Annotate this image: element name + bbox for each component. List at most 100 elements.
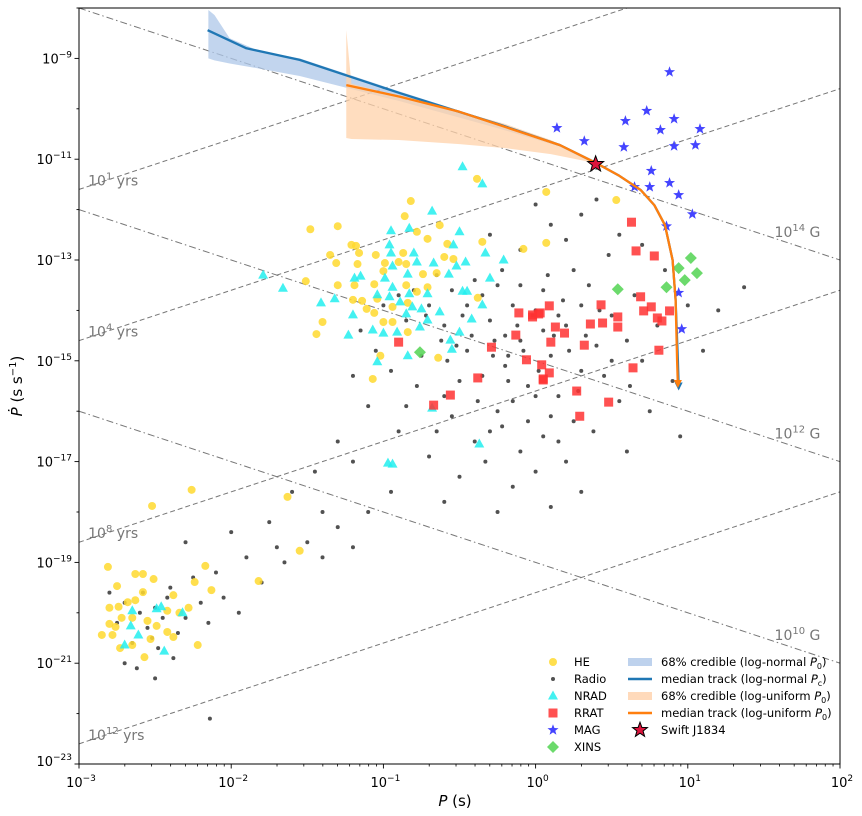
x-tick-label: 100 [526,774,549,791]
legend-label: median track (log-uniform P0) [661,706,832,722]
point-nrad [387,260,398,270]
point-radio [229,530,234,535]
point-radio [571,268,576,273]
x-tick-label: 101 [679,774,701,791]
point-radio [460,313,465,318]
age-line [79,88,840,342]
point-radio [506,353,511,358]
point-he [103,562,112,571]
point-radio [583,333,588,338]
point-nrad [411,256,422,266]
point-xins [690,267,703,280]
point-he [301,277,310,286]
point-he [412,287,421,296]
point-he [402,281,411,290]
point-radio [670,378,675,383]
point-mag [673,189,685,200]
point-rrat [613,312,623,322]
age-line-label: 104 yrs [88,323,138,341]
point-radio [701,348,706,353]
point-he [350,281,359,290]
point-he [358,296,367,305]
point-rrat [575,411,585,421]
point-radio [548,414,553,419]
point-he [353,260,362,269]
point-nrad [404,222,415,232]
point-he [473,293,482,302]
point-nrad [422,288,433,298]
point-nrad [119,639,130,649]
point-xins [660,281,673,294]
point-radio [465,348,470,353]
field-line [79,8,840,261]
point-rrat [654,345,664,355]
point-radio [536,368,541,373]
point-radio [145,625,150,630]
point-nrad [133,629,144,639]
point-rrat [665,306,675,316]
point-radio [244,555,249,560]
field-line-label: 1014 G [775,223,821,241]
point-radio [533,394,538,399]
point-radio [445,358,450,363]
point-radio [434,429,439,434]
point-he [542,238,551,247]
age-line [79,491,840,745]
point-nrad [446,343,457,353]
point-nrad [367,324,378,334]
median-tracks [207,29,683,391]
point-he [128,641,137,650]
point-nrad [427,205,438,215]
point-radio [282,560,287,565]
point-radio [320,510,325,514]
point-radio [472,278,477,283]
track-arrowhead [673,380,682,388]
y-tick-label: 10−23 [36,753,72,770]
point-nrad [379,272,390,282]
point-nrad [125,620,136,630]
point-radio [168,585,173,590]
point-radio [198,600,203,605]
point-nrad [404,288,415,298]
point-he [283,492,292,501]
point-radio [506,378,511,383]
point-nrad [387,458,398,468]
point-radio [564,323,569,328]
point-he [148,501,157,510]
point-he [333,281,342,290]
point-radio [221,595,226,600]
point-radio [510,399,515,404]
field-line [79,209,840,463]
point-radio [475,399,480,404]
point-rrat [628,363,638,373]
point-he [131,596,140,605]
point-radio [396,429,401,434]
point-he [184,603,193,612]
point-he [117,613,126,622]
point-radio [312,469,317,474]
point-mag [676,323,688,334]
point-he [473,174,482,183]
point-he [318,317,327,326]
point-radio [556,313,561,318]
point-radio [579,212,584,217]
point-he [370,280,379,289]
point-rrat [560,328,570,338]
point-nrad [402,350,413,360]
point-radio [556,439,561,444]
point-radio [525,419,530,424]
point-he [348,295,357,304]
point-he [163,627,172,636]
legend-marker-mag [547,724,559,735]
point-nrad [386,225,397,235]
point-rrat [639,306,649,316]
point-rrat [511,330,521,340]
point-nrad [407,301,418,311]
point-radio [503,333,508,338]
point-nrad [177,607,188,617]
point-radio [541,288,546,293]
point-radio [171,656,176,661]
legend-marker-xins [547,741,559,753]
point-radio [624,338,629,343]
point-nrad [127,605,138,615]
